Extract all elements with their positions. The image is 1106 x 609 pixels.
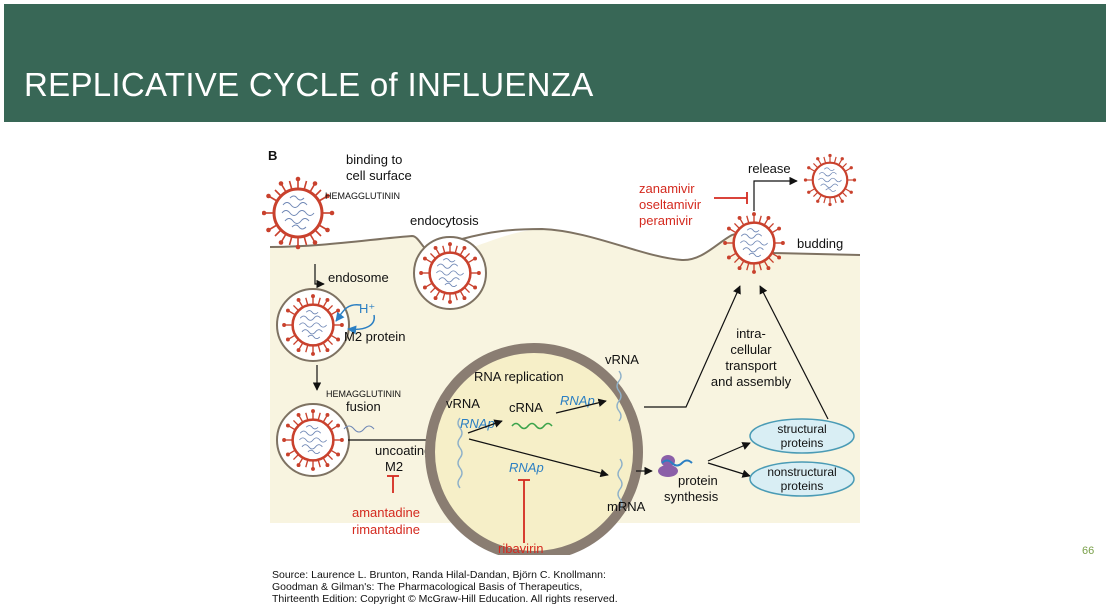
page-number: 66 xyxy=(1082,545,1095,557)
virion-released xyxy=(802,152,858,208)
source-line-2: Goodman & Gilman's: The Pharmacological … xyxy=(272,581,583,593)
nonstructural-label-2: proteins xyxy=(781,479,824,493)
panel-letter: B xyxy=(268,148,277,163)
m2-label: M2 xyxy=(385,459,403,474)
vrna-right-strand xyxy=(616,370,622,422)
protein-synthesis-label-2: synthesis xyxy=(664,489,719,504)
rnap-2: RNAp xyxy=(560,393,595,408)
vrna-left-strand xyxy=(457,417,463,489)
intracellular-label-3: transport xyxy=(725,358,777,373)
mrna-strand xyxy=(617,458,623,510)
influenza-cycle-diagram: B binding to cell surface HEMAGGLUTININ … xyxy=(262,148,861,555)
nonstructural-label-1: nonstructural xyxy=(767,465,836,479)
drug-amantadine: amantadine xyxy=(352,505,420,520)
vrna-left-label: vRNA xyxy=(446,396,480,411)
drug-ribavirin: ribavirin xyxy=(498,541,544,555)
vrna-right-label: vRNA xyxy=(605,352,639,367)
endocytosis-label: endocytosis xyxy=(410,213,479,228)
rnap-1: RNAp xyxy=(460,416,495,431)
uncoating-label: uncoating xyxy=(375,443,431,458)
mrna-label: mRNA xyxy=(607,499,646,514)
drug-rimantadine: rimantadine xyxy=(352,522,420,537)
structural-proteins-box xyxy=(749,418,855,454)
rnap-3: RNAp xyxy=(509,460,544,475)
top-strip xyxy=(0,0,1106,4)
release-label: release xyxy=(748,161,791,176)
nucleus xyxy=(425,343,643,555)
drug-peramivir: peramivir xyxy=(639,213,693,228)
rna-replication-label: RNA replication xyxy=(474,369,564,384)
crna-strand xyxy=(511,422,553,430)
hemagglutinin-label-top: HEMAGGLUTININ xyxy=(325,191,400,201)
endosome-label: endosome xyxy=(328,270,389,285)
binding-label-2: cell surface xyxy=(346,168,412,183)
structural-label-1: structural xyxy=(777,422,826,436)
binding-label-1: binding to xyxy=(346,152,402,167)
protein-synthesis-label-1: protein xyxy=(678,473,718,488)
budding-label: budding xyxy=(797,236,843,251)
m2-protein-label: M2 protein xyxy=(344,329,405,344)
drug-zanamivir: zanamivir xyxy=(639,181,695,196)
drug-oseltamivir: oseltamivir xyxy=(639,197,702,212)
nonstructural-proteins-box xyxy=(749,461,855,497)
source-line-1: Source: Laurence L. Brunton, Randa Hilal… xyxy=(272,569,606,581)
source-line-3: Thirteenth Edition: Copyright © McGraw-H… xyxy=(272,593,618,605)
structural-label-2: proteins xyxy=(781,436,824,450)
intracellular-label-1: intra- xyxy=(736,326,766,341)
title-bar xyxy=(4,4,1106,122)
fusion-label: fusion xyxy=(346,399,381,414)
h-plus-label: H⁺ xyxy=(359,301,375,316)
crna-label: cRNA xyxy=(509,400,543,415)
slide-title: REPLICATIVE CYCLE of INFLUENZA xyxy=(24,66,594,103)
virion-binding xyxy=(262,175,336,251)
source-citation: Source: Laurence L. Brunton, Randa Hilal… xyxy=(272,569,618,605)
hemagglutinin-label-fusion: HEMAGGLUTININ xyxy=(326,389,401,399)
proton-arrow xyxy=(335,304,361,322)
ribosome-icon xyxy=(658,455,693,477)
intracellular-label-4: and assembly xyxy=(711,374,792,389)
intracellular-label-2: cellular xyxy=(730,342,772,357)
